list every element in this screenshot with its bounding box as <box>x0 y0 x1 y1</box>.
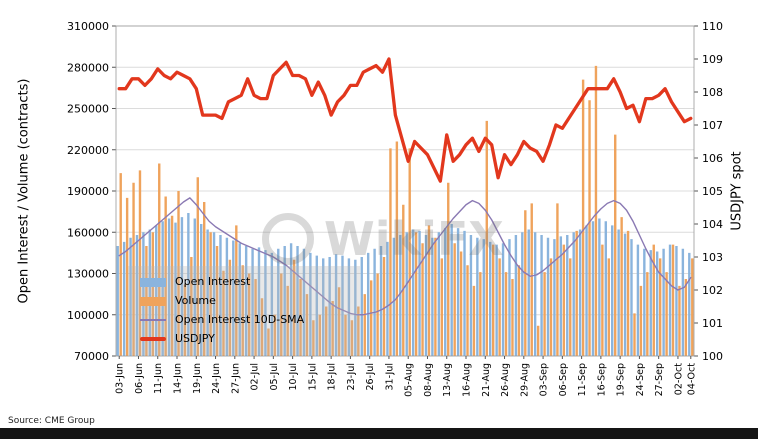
bottom-bar <box>0 428 758 439</box>
svg-text:23-Jul: 23-Jul <box>346 363 357 391</box>
svg-text:104: 104 <box>702 218 723 231</box>
svg-text:190000: 190000 <box>67 185 109 198</box>
svg-text:101: 101 <box>702 317 723 330</box>
svg-text:220000: 220000 <box>67 144 109 157</box>
legend-swatch-usdjpy <box>140 337 166 341</box>
svg-text:26-Aug: 26-Aug <box>500 363 511 397</box>
svg-text:70000: 70000 <box>74 350 109 363</box>
legend-item-usdjpy: USDJPY <box>140 332 348 346</box>
svg-text:03-Jun: 03-Jun <box>115 363 126 394</box>
svg-text:100: 100 <box>702 350 723 363</box>
svg-text:108: 108 <box>702 86 723 99</box>
legend-swatch-open-interest <box>140 277 166 287</box>
svg-text:14-Jun: 14-Jun <box>173 363 184 394</box>
svg-text:10-Jul: 10-Jul <box>288 363 299 391</box>
legend-swatch-oi-sma <box>140 319 166 321</box>
svg-text:16-Sep: 16-Sep <box>596 363 607 396</box>
legend-item-volume: Volume <box>140 294 348 308</box>
svg-text:02-Oct: 02-Oct <box>673 363 684 395</box>
legend-label-volume: Volume <box>175 294 216 307</box>
svg-text:11-Sep: 11-Sep <box>577 363 588 396</box>
svg-text:160000: 160000 <box>67 226 109 239</box>
svg-text:310000: 310000 <box>67 20 109 33</box>
svg-text:27-Sep: 27-Sep <box>654 363 665 396</box>
svg-text:26-Jul: 26-Jul <box>365 363 376 391</box>
svg-text:130000: 130000 <box>67 268 109 281</box>
svg-text:11-Jun: 11-Jun <box>153 363 164 394</box>
svg-text:24-Sep: 24-Sep <box>635 363 646 396</box>
svg-text:19-Sep: 19-Sep <box>616 363 627 396</box>
svg-text:102: 102 <box>702 284 723 297</box>
svg-text:21-Aug: 21-Aug <box>481 363 492 397</box>
chart-legend: Open Interest Volume Open Interest 10D-S… <box>128 266 360 355</box>
svg-text:29-Aug: 29-Aug <box>519 363 530 397</box>
svg-text:27-Jun: 27-Jun <box>230 363 241 394</box>
svg-text:16-Aug: 16-Aug <box>462 363 473 397</box>
svg-text:08-Aug: 08-Aug <box>423 363 434 397</box>
svg-text:107: 107 <box>702 119 723 132</box>
legend-item-oi-sma: Open Interest 10D-SMA <box>140 313 348 327</box>
svg-text:31-Jul: 31-Jul <box>384 363 395 391</box>
svg-text:02-Jul: 02-Jul <box>250 363 261 391</box>
svg-text:110: 110 <box>702 20 723 33</box>
svg-text:280000: 280000 <box>67 61 109 74</box>
svg-text:100000: 100000 <box>67 309 109 322</box>
svg-text:18-Jul: 18-Jul <box>327 363 338 391</box>
svg-text:106: 106 <box>702 152 723 165</box>
svg-text:109: 109 <box>702 53 723 66</box>
legend-label-oi-sma: Open Interest 10D-SMA <box>175 313 305 326</box>
svg-text:250000: 250000 <box>67 103 109 116</box>
legend-item-open-interest: Open Interest <box>140 275 348 289</box>
svg-text:03-Sep: 03-Sep <box>539 363 550 396</box>
svg-text:13-Aug: 13-Aug <box>442 363 453 397</box>
source-note: Source: CME Group <box>8 416 95 426</box>
svg-text:24-Jun: 24-Jun <box>211 363 222 394</box>
svg-text:06-Sep: 06-Sep <box>558 363 569 396</box>
legend-label-open-interest: Open Interest <box>175 275 251 288</box>
svg-text:103: 103 <box>702 251 723 264</box>
svg-text:15-Jul: 15-Jul <box>307 363 318 391</box>
svg-text:06-Jun: 06-Jun <box>134 363 145 394</box>
legend-label-usdjpy: USDJPY <box>175 332 215 345</box>
svg-text:19-Jun: 19-Jun <box>192 363 203 394</box>
svg-text:05-Jul: 05-Jul <box>269 363 280 391</box>
svg-text:04-Oct: 04-Oct <box>686 363 697 395</box>
svg-text:105: 105 <box>702 185 723 198</box>
svg-text:05-Aug: 05-Aug <box>404 363 415 397</box>
legend-swatch-volume <box>140 296 166 306</box>
